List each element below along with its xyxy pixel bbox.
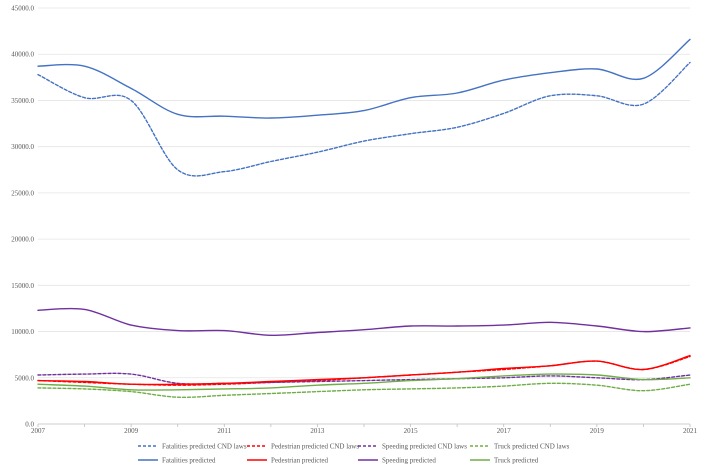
x-axis [37, 423, 691, 427]
y-tick-label: 20000.0 [11, 236, 34, 244]
y-tick-label: 5000.0 [15, 374, 35, 382]
x-tick-label: 2015 [404, 427, 419, 435]
series-line-speeding-predicted [37, 307, 691, 337]
legend-label-speeding-predicted-cnd-laws: Speeding predicted CND laws [382, 443, 467, 451]
y-tick-label: 10000.0 [11, 328, 34, 336]
y-tick-label: 45000.0 [11, 5, 34, 13]
x-tick-label: 2021 [683, 427, 698, 435]
x-tick-label: 2009 [124, 427, 139, 435]
y-tick-label: 15000.0 [11, 282, 34, 290]
series-line-fatalities-predicted [37, 38, 691, 119]
y-tick-label: 35000.0 [11, 97, 34, 105]
y-tick-label: 25000.0 [11, 189, 34, 197]
legend-label-pedestrian-predicted: Pedestrian predicted [271, 457, 328, 465]
x-tick-label: 2007 [31, 427, 46, 435]
y-tick-label: 30000.0 [11, 143, 34, 151]
legend: Fatalities predicted CND laws Pedestrian … [138, 443, 570, 465]
series-line-truck-predicted-cnd-laws [37, 382, 691, 399]
y-tick-label: 0.0 [25, 421, 34, 429]
x-tick-label: 2017 [497, 427, 512, 435]
series-line-truck-predicted [37, 373, 691, 391]
legend-label-truck-predicted: Truck predicted [494, 457, 539, 465]
legend-label-truck-predicted-cnd-laws: Truck predicted CND laws [494, 443, 570, 451]
x-tick-label: 2013 [310, 427, 325, 435]
legend-label-speeding-predicted: Speeding predicted [382, 457, 436, 465]
y-axis-tick-labels: 0.0 5000.0 10000.0 15000.0 20000.0 25000.0 300… [11, 5, 34, 429]
series-line-speeding-predicted-cnd-laws [37, 372, 691, 385]
series-line-pedestrian-predicted [37, 354, 691, 386]
series-line-fatalities-predicted-cnd-laws [37, 61, 691, 177]
y-tick-label: 40000.0 [11, 51, 34, 59]
legend-label-pedestrian-predicted-cnd-laws: Pedestrian predicted CND laws [271, 443, 359, 451]
gridlines [38, 7, 690, 379]
series-lines [37, 38, 691, 399]
legend-label-fatalities-predicted-cnd-laws: Fatalities predicted CND laws [162, 443, 247, 451]
legend-label-fatalities-predicted: Fatalities predicted [162, 457, 216, 465]
x-tick-label: 2011 [217, 427, 231, 435]
x-axis-tick-labels: 2007 2009 2011 2013 2015 2017 2019 2021 [31, 427, 698, 435]
x-tick-label: 2019 [590, 427, 605, 435]
